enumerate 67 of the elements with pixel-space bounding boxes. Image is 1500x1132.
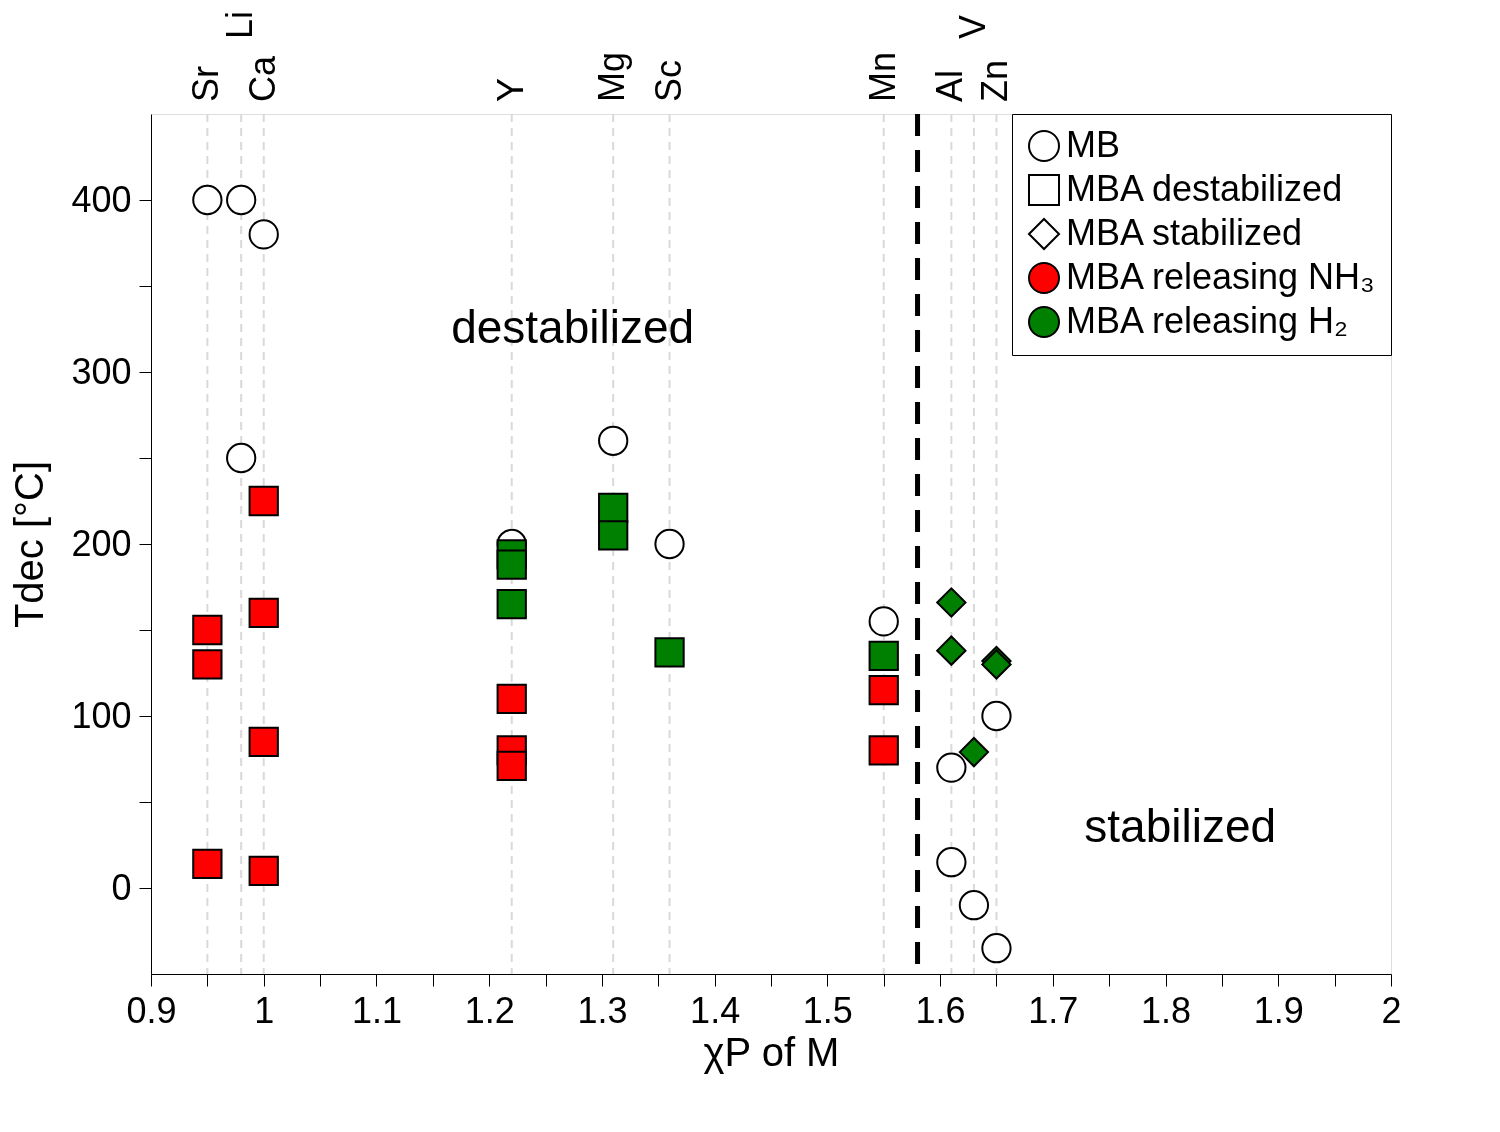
x-tick-label: 1.1 (351, 989, 402, 1031)
ref-line-label: Zn (974, 59, 1016, 102)
legend-label: MBA stabilized (1066, 212, 1303, 253)
y-tick-label: 300 (71, 350, 132, 392)
point (496, 750, 527, 782)
point (868, 640, 899, 671)
legend-label: MB (1066, 124, 1120, 165)
x-tick-label: 1.5 (802, 989, 853, 1031)
point (192, 614, 223, 646)
point (868, 675, 899, 706)
x-tick-label: 1 (254, 989, 275, 1031)
legend-label: MBA releasing NH₃ (1066, 256, 1375, 297)
ref-line-label: Ca (241, 55, 283, 102)
x-tick-label: 1.8 (1141, 989, 1192, 1031)
y-tick-label: 0 (111, 866, 132, 908)
x-tick-label: 1.9 (1253, 989, 1304, 1031)
point (192, 184, 223, 216)
y-axis-title: Tdec [°C] (7, 460, 52, 629)
x-tick-label: 2 (1381, 989, 1402, 1031)
legend-label: MBA releasing H₂ (1066, 300, 1349, 341)
point (598, 425, 629, 456)
x-axis-title: χP of M (703, 1029, 840, 1074)
point (936, 635, 967, 666)
point (248, 485, 279, 517)
ref-line-label: Mg (591, 51, 633, 102)
x-tick-label: 1.4 (690, 989, 741, 1031)
x-tick-label: 1.6 (915, 989, 966, 1031)
point (981, 933, 1012, 964)
point (958, 890, 990, 921)
y-tick-label: 100 (71, 694, 132, 736)
point (248, 726, 279, 757)
point (936, 587, 967, 618)
ref-line-label: Mn (861, 51, 903, 102)
x-tick-label: 0.9 (126, 989, 177, 1031)
ref-line-label: Al (929, 69, 971, 102)
point (226, 442, 257, 474)
point (868, 606, 899, 637)
point (654, 528, 685, 560)
point (248, 855, 279, 886)
point (981, 700, 1012, 732)
annotation: stabilized (1084, 799, 1277, 852)
point (496, 683, 527, 714)
ref-line-label: Sc (647, 59, 689, 102)
point (936, 752, 967, 783)
point (226, 184, 257, 216)
point (192, 848, 223, 880)
annotation: destabilized (451, 301, 695, 353)
point (248, 219, 279, 250)
ref-line-label: V (951, 14, 993, 39)
ref-line-label: Sr (185, 65, 227, 102)
point (958, 736, 990, 768)
point (192, 649, 223, 680)
ref-line-label: Li (219, 10, 261, 39)
point (496, 549, 527, 580)
x-tick-label: 1.3 (577, 989, 628, 1031)
y-tick-label: 400 (71, 178, 132, 220)
y-tick-label: 200 (71, 522, 132, 564)
point (868, 735, 899, 766)
point (654, 637, 685, 668)
point (248, 597, 279, 628)
ref-line-label: Y (489, 77, 531, 102)
point (936, 847, 967, 878)
x-tick-label: 1.2 (464, 989, 515, 1031)
legend-label: MBA destabilized (1066, 168, 1343, 209)
point (496, 589, 527, 620)
x-tick-label: 1.7 (1028, 989, 1079, 1031)
point (598, 520, 629, 551)
